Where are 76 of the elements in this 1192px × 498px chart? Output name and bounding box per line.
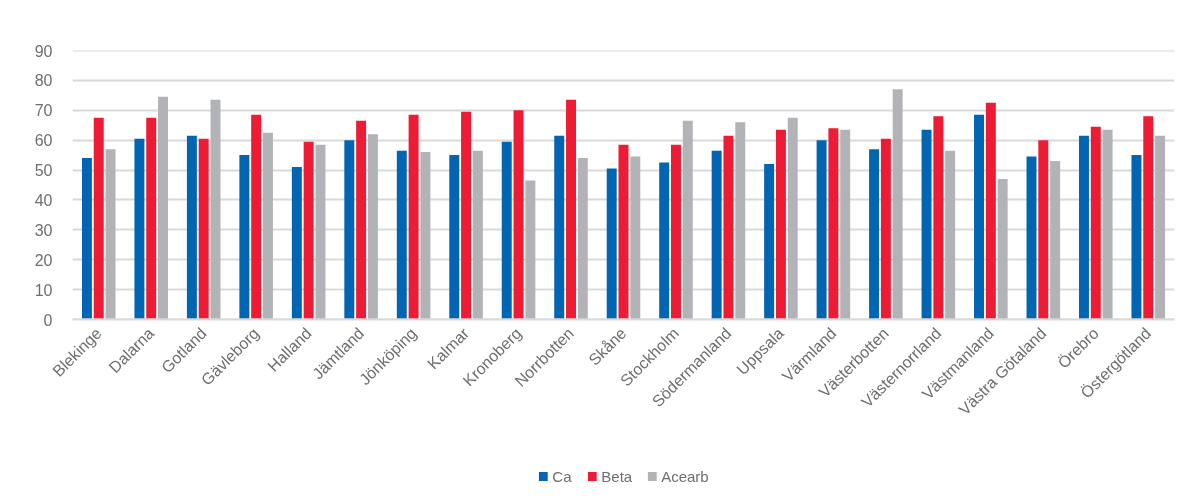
- bar: [420, 152, 431, 320]
- y-tick-label: 90: [34, 42, 53, 60]
- y-tick-label: 20: [34, 251, 53, 269]
- y-tick-label: 40: [34, 191, 53, 209]
- bar: [251, 114, 262, 320]
- bar: [682, 120, 693, 320]
- bar: [618, 144, 629, 320]
- bar: [356, 120, 367, 320]
- legend-label: Ca: [552, 467, 573, 484]
- bar: [1102, 129, 1113, 320]
- bar: [1143, 116, 1154, 320]
- bar: [775, 129, 786, 320]
- bar: [711, 150, 722, 320]
- bar: [1026, 156, 1037, 320]
- bar: [577, 158, 588, 320]
- bar: [461, 111, 472, 320]
- bar: [630, 156, 641, 320]
- bar: [81, 158, 92, 320]
- bar: [501, 141, 512, 320]
- bar: [787, 117, 798, 320]
- bar: [1131, 155, 1142, 320]
- bar: [670, 144, 681, 320]
- bar: [606, 168, 617, 320]
- bar: [735, 122, 746, 320]
- y-tick-label: 0: [43, 311, 53, 329]
- bar: [840, 129, 851, 320]
- bar: [93, 117, 104, 320]
- bar: [828, 128, 839, 320]
- bar: [892, 89, 903, 320]
- bar: [985, 102, 996, 320]
- bar: [198, 138, 209, 320]
- bar: [408, 114, 419, 320]
- y-tick-label: 80: [34, 72, 53, 90]
- bar: [933, 116, 944, 320]
- legend-label: Beta: [601, 467, 633, 484]
- bar: [239, 155, 250, 320]
- bar: [566, 99, 577, 320]
- bar: [1038, 140, 1049, 320]
- y-tick-label: 30: [34, 221, 53, 239]
- bar: [105, 149, 116, 320]
- bar: [816, 140, 827, 320]
- bar: [186, 135, 197, 320]
- bar: [1090, 126, 1101, 320]
- bar: [472, 150, 483, 320]
- bar: [764, 164, 775, 320]
- bar: [723, 135, 734, 320]
- bar: [210, 99, 221, 320]
- bar: [344, 140, 355, 320]
- bar: [262, 132, 273, 320]
- bar: [659, 162, 670, 320]
- bar: [869, 149, 880, 320]
- bar: [997, 179, 1008, 320]
- bar: [554, 135, 565, 320]
- bar: [367, 134, 378, 320]
- bar: [134, 138, 145, 320]
- y-tick-label: 60: [34, 132, 53, 150]
- bar: [945, 150, 956, 320]
- bar: [921, 129, 932, 320]
- bar: [303, 141, 314, 320]
- bar: [974, 114, 985, 320]
- bar: [146, 117, 157, 320]
- bar: [449, 155, 460, 320]
- y-tick-label: 10: [34, 281, 53, 299]
- bar: [1155, 135, 1166, 320]
- bar: [396, 150, 407, 320]
- bar: [1050, 161, 1061, 320]
- bar: [513, 110, 524, 320]
- bar: [525, 180, 536, 320]
- y-tick-label: 70: [34, 102, 53, 120]
- bar: [1078, 135, 1089, 320]
- bar: [880, 138, 891, 320]
- bar: [158, 96, 169, 320]
- bar: [291, 167, 302, 320]
- legend-label: Acearb: [661, 467, 709, 484]
- y-tick-label: 50: [34, 162, 53, 180]
- bar: [315, 144, 326, 320]
